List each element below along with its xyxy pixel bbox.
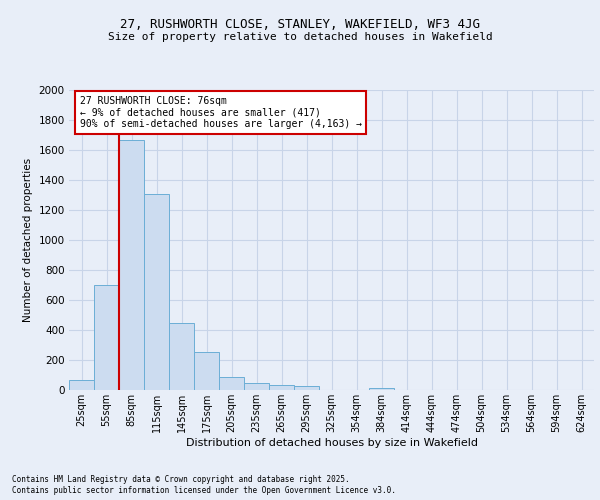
- Bar: [194, 352, 219, 390]
- Text: Size of property relative to detached houses in Wakefield: Size of property relative to detached ho…: [107, 32, 493, 42]
- Bar: [219, 377, 244, 390]
- Bar: [369, 388, 394, 390]
- Text: Contains HM Land Registry data © Crown copyright and database right 2025.: Contains HM Land Registry data © Crown c…: [12, 475, 350, 484]
- Bar: [244, 382, 269, 390]
- Bar: [169, 324, 194, 390]
- Text: Contains public sector information licensed under the Open Government Licence v3: Contains public sector information licen…: [12, 486, 396, 495]
- Bar: [294, 386, 319, 390]
- X-axis label: Distribution of detached houses by size in Wakefield: Distribution of detached houses by size …: [185, 438, 478, 448]
- Bar: [144, 194, 169, 390]
- Text: 27, RUSHWORTH CLOSE, STANLEY, WAKEFIELD, WF3 4JG: 27, RUSHWORTH CLOSE, STANLEY, WAKEFIELD,…: [120, 18, 480, 30]
- Text: 27 RUSHWORTH CLOSE: 76sqm
← 9% of detached houses are smaller (417)
90% of semi-: 27 RUSHWORTH CLOSE: 76sqm ← 9% of detach…: [79, 96, 361, 129]
- Bar: [119, 140, 144, 390]
- Bar: [269, 385, 294, 390]
- Bar: [94, 285, 119, 390]
- Y-axis label: Number of detached properties: Number of detached properties: [23, 158, 33, 322]
- Bar: [69, 380, 94, 390]
